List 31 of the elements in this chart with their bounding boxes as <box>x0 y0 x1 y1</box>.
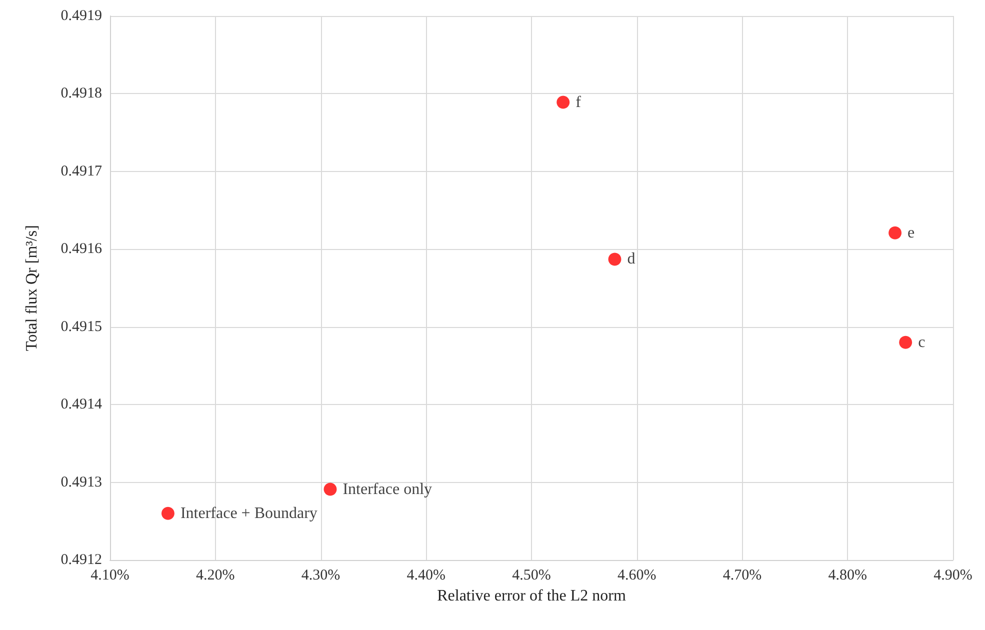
y-tick-label: 0.4915 <box>60 318 102 335</box>
x-tick-label: 4.80% <box>828 568 867 584</box>
data-label: e <box>908 224 915 242</box>
x-axis-title: Relative error of the L2 norm <box>437 588 626 604</box>
point <box>161 506 174 520</box>
y-tick-label: 0.4914 <box>60 396 102 413</box>
point <box>888 226 902 240</box>
x-tick-label: 4.50% <box>512 568 551 584</box>
x-tick-label: 4.70% <box>722 568 762 584</box>
y-tick-label: 0.4916 <box>60 241 102 258</box>
point <box>899 336 912 349</box>
point <box>608 252 622 266</box>
x-tick-label: 4.60% <box>618 568 656 584</box>
y-tick-label: 0.4918 <box>60 86 102 102</box>
x-tick-label: 4.30% <box>301 568 340 584</box>
data-label: f <box>576 94 582 111</box>
x-tick-label: 4.10% <box>90 568 130 584</box>
data-label: d <box>627 250 636 268</box>
data-label: Interface + Boundary <box>180 504 318 522</box>
y-tick-label: 0.4913 <box>60 474 102 490</box>
point <box>556 96 570 109</box>
y-axis-title: Total flux Qr [m³/s] <box>24 225 40 351</box>
x-tick-label: 4.20% <box>196 568 235 584</box>
y-tick-label: 0.4912 <box>60 552 102 568</box>
x-tick-label: 4.40% <box>406 568 446 584</box>
x-tick-label: 4.90% <box>934 568 972 584</box>
y-tick-label: 0.4917 <box>60 163 102 180</box>
data-label: Interface only <box>342 480 432 498</box>
data-label: c <box>918 334 926 351</box>
point <box>324 482 337 496</box>
y-tick-label: 0.4919 <box>60 8 102 24</box>
